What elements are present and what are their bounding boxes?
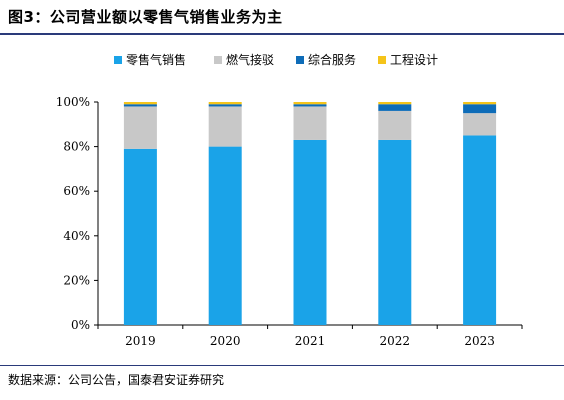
legend-swatch — [214, 56, 222, 64]
bar-segment-2019-series-0 — [123, 148, 157, 325]
x-tick-label: 2019 — [125, 334, 156, 348]
chart-title: 图3：公司营业额以零售气销售业务为主 — [8, 8, 283, 26]
bar-segment-2022-series-2 — [378, 104, 412, 111]
bar-segment-2022-series-3 — [378, 102, 412, 105]
legend-label: 燃气接驳 — [226, 53, 275, 67]
bar-segment-2023-series-2 — [463, 104, 497, 114]
bar-segment-2019-series-3 — [123, 102, 157, 105]
legend-label: 零售气销售 — [126, 53, 187, 67]
bar-segment-2020-series-2 — [208, 104, 242, 107]
bar-segment-2022-series-1 — [378, 110, 412, 140]
bar-segment-2023-series-0 — [463, 135, 497, 325]
bar-segment-2022-series-0 — [378, 139, 412, 325]
title-bar: 图3：公司营业额以零售气销售业务为主 — [0, 0, 564, 35]
y-tick-label: 80% — [63, 140, 90, 154]
legend-swatch — [378, 56, 386, 64]
x-tick-label: 2021 — [295, 334, 326, 348]
legend: 零售气销售 燃气接驳 综合服务 工程设计 — [0, 50, 564, 70]
legend-swatch — [114, 56, 122, 64]
y-tick-label: 0% — [71, 318, 90, 332]
bar-segment-2023-series-3 — [463, 102, 497, 105]
bar-segment-2020-series-1 — [208, 106, 242, 147]
x-tick-label: 2022 — [380, 334, 411, 348]
bar-segment-2021-series-2 — [293, 104, 327, 107]
x-tick-label: 2023 — [464, 334, 495, 348]
y-tick-label: 40% — [63, 229, 90, 243]
source-note: 数据来源：公司公告，国泰君安证券研究 — [8, 373, 225, 387]
bar-segment-2021-series-1 — [293, 106, 327, 140]
title-divider — [0, 33, 564, 35]
bar-segment-2019-series-1 — [123, 106, 157, 149]
bar-segment-2021-series-0 — [293, 139, 327, 325]
y-tick-label: 60% — [63, 184, 90, 198]
legend-label: 工程设计 — [390, 53, 439, 67]
source-divider — [0, 365, 564, 366]
bar-segment-2020-series-0 — [208, 146, 242, 325]
y-tick-label: 20% — [63, 273, 90, 287]
legend-label: 综合服务 — [308, 53, 357, 67]
bar-segment-2020-series-3 — [208, 102, 242, 105]
y-tick-label: 100% — [56, 95, 90, 109]
bar-segment-2023-series-1 — [463, 113, 497, 136]
bar-segment-2019-series-2 — [123, 104, 157, 107]
x-tick-label: 2020 — [210, 334, 241, 348]
bar-segment-2021-series-3 — [293, 102, 327, 105]
legend-swatch — [296, 56, 304, 64]
